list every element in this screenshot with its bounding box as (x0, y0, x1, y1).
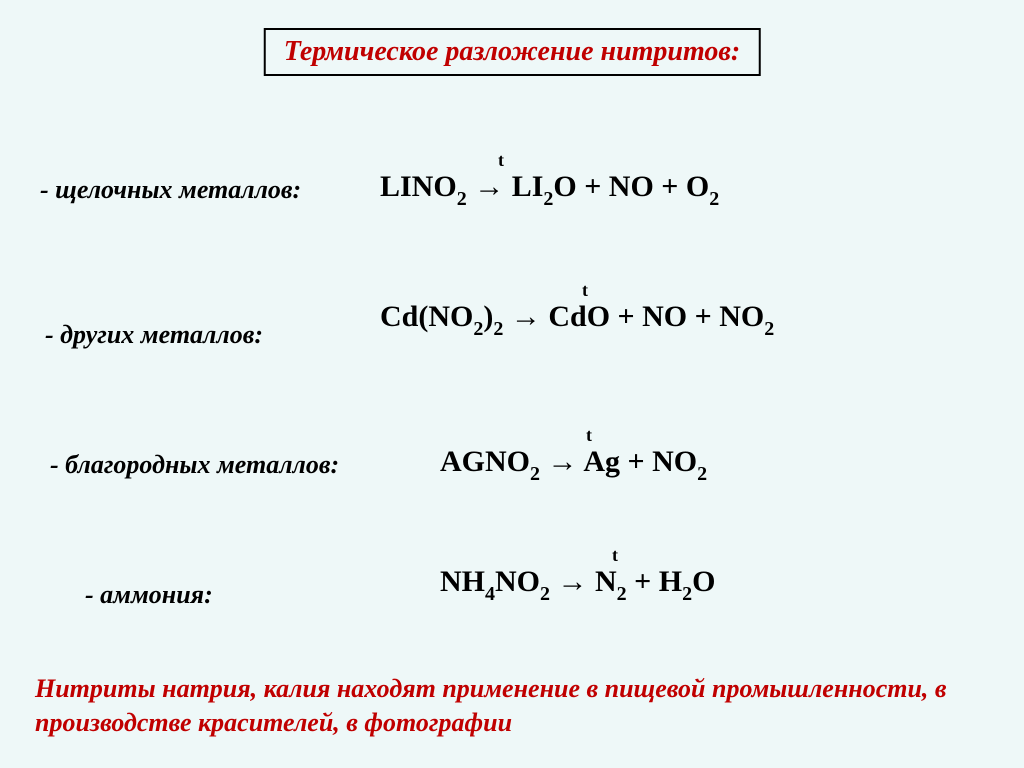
footer-text: Нитриты натрия, калия находят применение… (35, 672, 989, 740)
reaction-equation: NH4NO2 → N2 + H2O (440, 565, 715, 604)
temperature-symbol: t (586, 425, 592, 446)
temperature-symbol: t (582, 280, 588, 301)
title-container: Термическое разложение нитритов: (264, 28, 761, 76)
temperature-symbol: t (498, 150, 504, 171)
page-title: Термическое разложение нитритов: (284, 36, 741, 67)
reaction-equation: Cd(NO2)2 → CdO + NO + NO2 (380, 300, 774, 339)
temperature-symbol: t (612, 545, 618, 566)
reaction-label: - благородных металлов: (50, 450, 339, 480)
reaction-label: - щелочных металлов: (40, 175, 301, 205)
reaction-label: - аммония: (85, 580, 213, 610)
reaction-equation: LINO2 → LI2O + NO + O2 (380, 170, 719, 209)
reaction-equation: AGNO2 → Ag + NO2 (440, 445, 707, 484)
reaction-label: - других металлов: (45, 320, 263, 350)
